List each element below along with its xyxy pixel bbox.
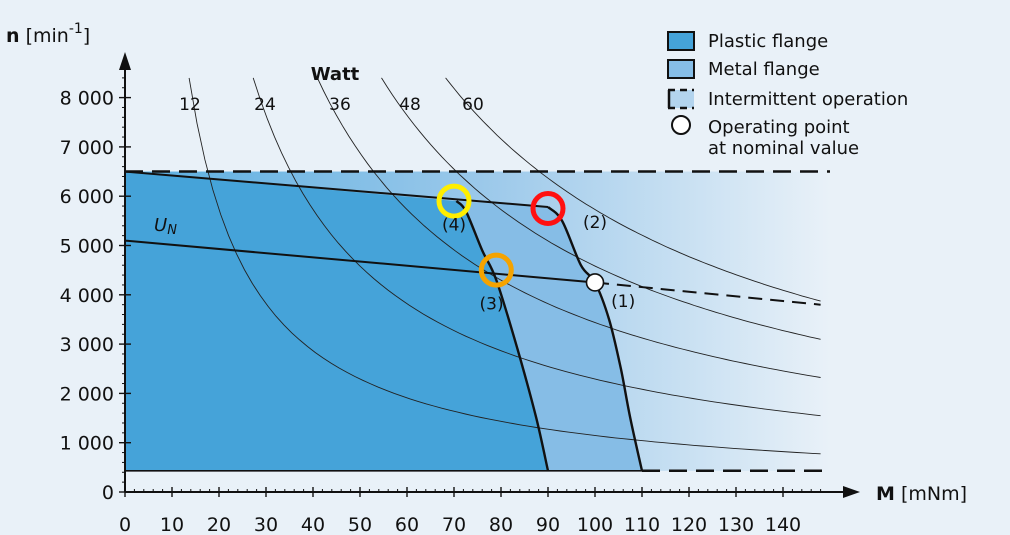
legend-label-intermittent: Intermittent operation [708,89,908,110]
marker-label-3: (3) [480,295,504,315]
plastic-flange-region [125,171,548,471]
y-axis-title-close: ] [83,25,90,47]
torque-limit-curve-2 [547,206,644,472]
nominal-voltage-line [124,239,596,284]
y-axis-title-sup: -1 [69,21,83,37]
power-curve-label-24: 24 [254,95,276,115]
y-tick-label-0: 0 [102,482,114,504]
power-curve-label-12: 12 [179,95,201,115]
y-tick-label-7000: 7 000 [60,137,114,159]
x-tick-label-110: 110 [624,514,660,535]
power-curve-48w [381,77,821,340]
y-axis-title-bold: n [6,25,20,47]
x-tick-label-100: 100 [577,514,613,535]
x-tick-label-40: 40 [301,514,325,535]
marker-label-1: (4) [442,216,466,236]
marker-ring-3 [478,252,514,288]
x-tick-label-140: 140 [765,514,801,535]
y-tick-label-4000: 4 000 [60,285,114,307]
x-tick-label-80: 80 [489,514,513,535]
legend-label-point: Operating point [708,117,850,138]
un-label: UN [154,215,177,238]
power-curve-24w [252,77,821,417]
x-tick-label-20: 20 [207,514,231,535]
x-tick-label-60: 60 [395,514,419,535]
legend-label-point-line2: at nominal value [708,138,859,159]
y-tick-label-1000: 1 000 [60,433,114,455]
y-axis-title-rest: [min [20,25,69,47]
x-tick-label-50: 50 [348,514,372,535]
upper-speed-line [124,170,549,208]
x-tick-label-0: 0 [119,514,131,535]
power-curve-36w [316,77,821,378]
y-tick-label-3000: 3 000 [60,334,114,356]
legend-swatch-plastic [667,31,695,51]
x-tick-label-120: 120 [671,514,707,535]
x-axis-title-rest: [mNm] [895,483,967,505]
y-tick-label-5000: 5 000 [60,236,114,258]
legend-swatch-metal [667,59,695,79]
x-tick-label-10: 10 [160,514,184,535]
y-tick-label-8000: 8 000 [60,88,114,110]
metal-flange-region [456,201,642,471]
x-axis-arrow [843,486,860,498]
legend-swatch-point [671,115,691,135]
power-curve-label-36: 36 [329,95,351,115]
x-tick-label-130: 130 [718,514,754,535]
power-curve-12w [188,77,821,455]
marker-ring-2 [530,191,566,227]
un-label-sub: N [167,223,177,238]
power-curve-60w [445,77,821,302]
un-label-main: U [154,215,167,236]
marker-ring-1 [436,183,472,219]
marker-label-2: (2) [583,213,607,233]
nominal-voltage-dashed-line [594,281,821,306]
x-tick-label-70: 70 [442,514,466,535]
legend-swatch-intermittent [668,90,694,108]
x-axis-title-bold: M [876,483,895,505]
watt-heading: Watt [311,64,360,85]
marker-label-4: (1) [611,292,635,312]
x-axis-title: M [mNm] [876,483,967,505]
y-tick-label-2000: 2 000 [60,383,114,405]
x-tick-label-90: 90 [536,514,560,535]
x-tick-label-30: 30 [254,514,278,535]
power-curve-label-60: 60 [462,95,484,115]
y-axis-arrow [119,52,131,70]
y-axis-title: n [min-1] [6,21,90,47]
legend-label-metal: Metal flange [708,59,820,80]
y-tick-label-6000: 6 000 [60,186,114,208]
power-curve-label-48: 48 [399,95,421,115]
operating-point-marker [585,273,605,292]
legend-label-plastic: Plastic flange [708,31,828,52]
